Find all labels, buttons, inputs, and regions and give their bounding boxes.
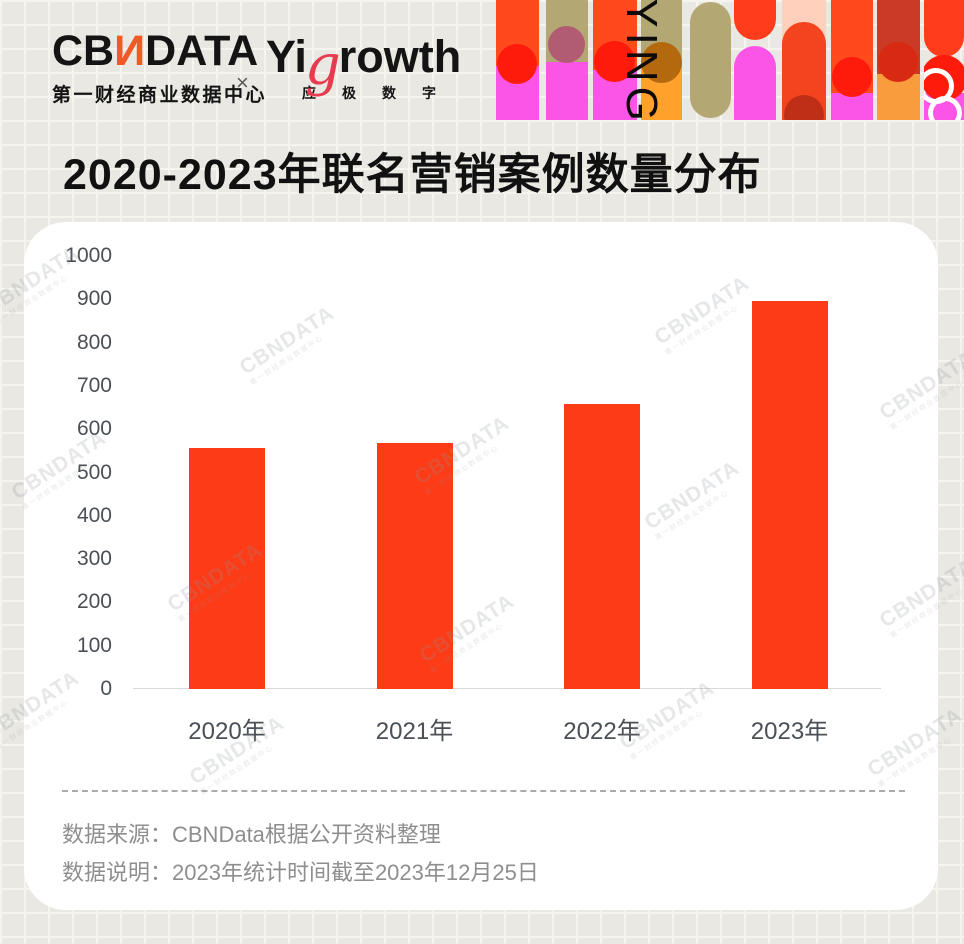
- chart-card: [24, 222, 938, 910]
- decor-banner: YING: [496, 0, 964, 126]
- cbndata-logo: CBNDATA 第一财经商业数据中心: [52, 27, 268, 107]
- footer-divider: [62, 790, 905, 792]
- banner-pill: [782, 0, 826, 120]
- banner-pill: [831, 0, 873, 120]
- banner-pill: [641, 0, 682, 120]
- banner-pill: [690, 0, 731, 120]
- cbndata-logo-subtitle: 第一财经商业数据中心: [52, 85, 268, 106]
- banner-pill: [546, 0, 588, 120]
- yigrowth-logo-suffix: rowth: [338, 31, 462, 82]
- cbndata-logo-n: N: [114, 27, 146, 75]
- cbndata-logo-prefix: CB: [52, 27, 115, 75]
- banner-pill: [496, 0, 539, 120]
- logo-separator-x: ×: [236, 70, 249, 95]
- banner-pill: [593, 0, 637, 120]
- yigrowth-logo: Yigrowth 应极数字: [266, 34, 462, 103]
- yigrowth-logo-g: g: [304, 33, 341, 98]
- banner-vertical-text: YING: [617, 0, 666, 126]
- banner-pill: [734, 0, 776, 120]
- cbndata-logo-suffix: DATA: [145, 27, 259, 75]
- data-source-text: 数据来源：CBNData根据公开资料整理: [62, 822, 441, 847]
- yigrowth-logo-subtitle: 应极数字: [302, 85, 462, 101]
- banner-pill: [924, 0, 964, 120]
- cbndata-logo-wordmark: CBNDATA: [52, 27, 267, 75]
- yigrowth-logo-prefix: Yi: [266, 31, 307, 82]
- data-note-text: 数据说明：2023年统计时间截至2023年12月25日: [62, 860, 539, 885]
- page-title: 2020-2023年联名营销案例数量分布: [63, 151, 762, 199]
- yigrowth-logo-wordmark: Yigrowth: [266, 31, 462, 94]
- banner-pill: [877, 0, 920, 120]
